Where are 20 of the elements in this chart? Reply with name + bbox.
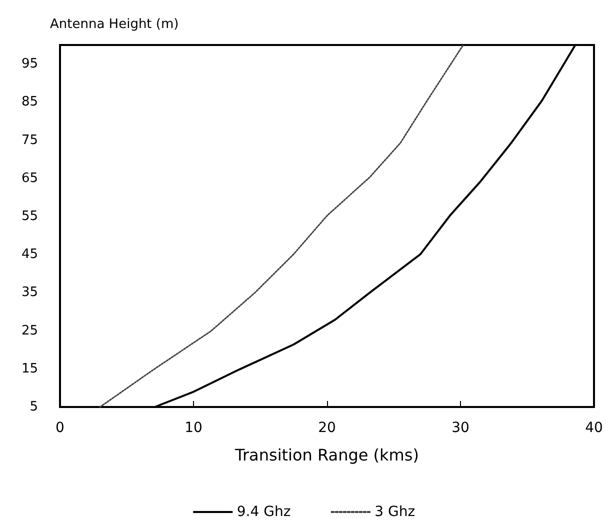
y-tick-label: 25 bbox=[21, 323, 38, 338]
line-series bbox=[99, 44, 464, 408]
x-axis-title: Transition Range (kms) bbox=[234, 446, 419, 464]
y-tick-label: 55 bbox=[21, 208, 38, 224]
y-tick-label: 95 bbox=[21, 56, 38, 72]
legend-label: 3 Ghz bbox=[374, 504, 416, 520]
y-tick-label: 85 bbox=[21, 94, 38, 110]
y-tick-label: 5 bbox=[30, 400, 38, 414]
y-axis-title: Antenna Height (m) bbox=[50, 17, 179, 32]
y-tick-label: 65 bbox=[21, 170, 38, 186]
x-tick-label: 20 bbox=[318, 420, 336, 436]
y-tick-label: 45 bbox=[21, 247, 38, 262]
x-tick-label: 40 bbox=[585, 420, 603, 436]
y-tick-label: 35 bbox=[21, 285, 38, 300]
legend-label: 9.4 Ghz bbox=[236, 504, 291, 520]
x-tick-label: 30 bbox=[452, 420, 470, 436]
x-tick-label: 10 bbox=[184, 420, 202, 436]
y-tick-label: 15 bbox=[21, 361, 38, 376]
y-tick-label: 75 bbox=[21, 132, 38, 148]
x-tick-label: 0 bbox=[56, 420, 64, 436]
